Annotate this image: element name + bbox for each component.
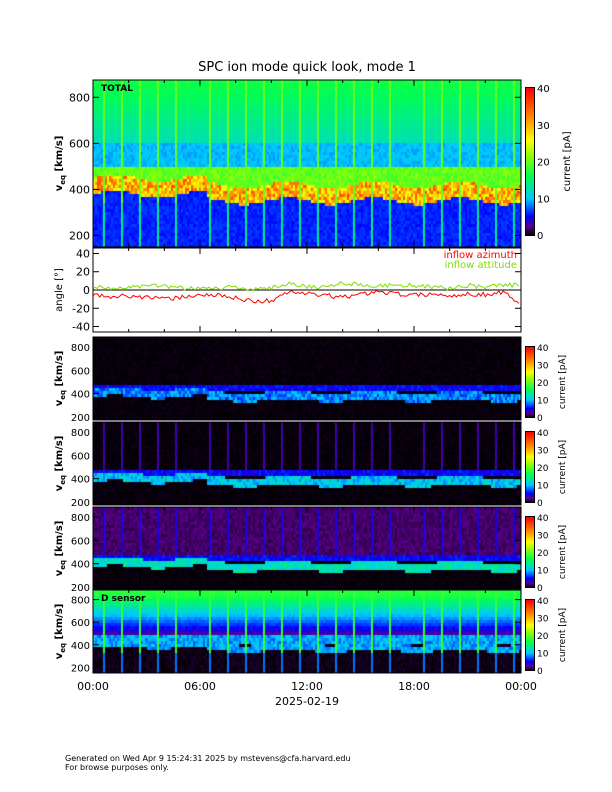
colorbar-2	[525, 346, 535, 418]
y-tick-label: 800	[71, 513, 90, 524]
colorbar-tick-label: 0	[537, 414, 543, 424]
y-tick-label: 40	[76, 247, 90, 260]
y-tick-label: 200	[71, 583, 90, 594]
panel-frame	[92, 589, 522, 674]
y-tick-label: 800	[71, 596, 90, 607]
x-tick-label: 18:00	[398, 680, 430, 693]
colorbar-tick-label: 0	[537, 667, 543, 677]
colorbar-tick-label: 30	[537, 362, 549, 372]
y-tick-label: 400	[71, 390, 90, 401]
panel-frame	[92, 79, 522, 248]
colorbar-tick-label: 40	[537, 344, 549, 354]
colorbar-tick-label: 0	[537, 231, 543, 242]
colorbar-tick-label: 20	[537, 379, 549, 389]
y-tick-label: 400	[71, 560, 90, 571]
y-tick-label: 400	[69, 183, 90, 196]
y-tick-label: 600	[71, 366, 90, 377]
y-tick-label: -20	[72, 302, 90, 315]
y-tick-label: 600	[71, 451, 90, 462]
y-tick-label: 600	[69, 137, 90, 150]
y-tick-label: 400	[71, 641, 90, 652]
spectrogram-2	[93, 337, 521, 420]
colorbar-tick-label: 20	[537, 464, 549, 474]
colorbar-tick-label: 10	[537, 397, 549, 407]
y-tick-label: 200	[71, 663, 90, 674]
y-tick-label: -40	[72, 321, 90, 334]
colorbar-tick-label: 40	[537, 84, 550, 95]
footer-note: For browse purposes only.	[65, 763, 169, 772]
spectrogram-5	[93, 590, 521, 673]
colorbar-tick-label: 10	[537, 650, 549, 660]
y-tick-label: 0	[83, 284, 90, 297]
y-tick-label: 400	[71, 475, 90, 486]
colorbar-tick-label: 20	[537, 158, 550, 169]
panel-label: D sensor	[101, 594, 146, 604]
colorbar-tick-label: 20	[537, 549, 549, 559]
colorbar-0	[525, 87, 535, 236]
colorbar-label: current [pA]	[558, 440, 568, 494]
x-tick-label: 00:00	[505, 680, 537, 693]
panel-label: TOTAL	[101, 84, 133, 94]
panel-frame	[92, 506, 522, 591]
colorbar-tick-label: 30	[537, 447, 549, 457]
colorbar-label: current [pA]	[558, 355, 568, 409]
colorbar-tick-label: 40	[537, 429, 549, 439]
y-tick-label: 200	[71, 413, 90, 424]
y-tick-label: 200	[71, 498, 90, 509]
y-tick-label: 800	[71, 343, 90, 354]
y-tick-label: 200	[69, 229, 90, 242]
y-axis-label: veq [km/s]	[54, 351, 67, 407]
colorbar-5	[525, 599, 535, 671]
chart-title: SPC ion mode quick look, mode 1	[198, 60, 416, 75]
x-axis-label: 2025-02-19	[275, 695, 339, 708]
x-tick-label: 12:00	[291, 680, 323, 693]
spectrogram-4	[93, 507, 521, 590]
spectrogram-3	[93, 422, 521, 505]
y-axis-label: veq [km/s]	[54, 521, 67, 577]
x-tick-label: 06:00	[184, 680, 216, 693]
colorbar-tick-label: 30	[537, 615, 549, 625]
series-line-inflow-azimuth	[92, 289, 520, 304]
y-axis-label: veq [km/s]	[54, 136, 67, 192]
colorbar-tick-label: 20	[537, 632, 549, 642]
y-axis-label: angle [°]	[54, 268, 65, 312]
colorbar-tick-label: 10	[537, 482, 549, 492]
colorbar-tick-label: 0	[537, 499, 543, 509]
y-tick-label: 600	[71, 536, 90, 547]
y-axis-label: veq [km/s]	[54, 604, 67, 660]
y-tick-label: 600	[71, 618, 90, 629]
colorbar-3	[525, 431, 535, 503]
colorbar-label: current [pA]	[558, 525, 568, 579]
colorbar-tick-label: 40	[537, 597, 549, 607]
panel-frame	[92, 336, 522, 421]
y-tick-label: 800	[71, 428, 90, 439]
y-tick-label: 20	[76, 266, 90, 279]
panel-frame	[92, 421, 522, 506]
legend-entry: inflow attitude	[445, 260, 517, 271]
colorbar-label: current [pA]	[558, 608, 568, 662]
legend-entry: inflow azimuth	[444, 250, 517, 261]
series-line-inflow-attitude	[92, 281, 520, 292]
colorbar-tick-label: 10	[537, 194, 550, 205]
colorbar-tick-label: 30	[537, 121, 550, 132]
colorbar-tick-label: 40	[537, 514, 549, 524]
x-tick-label: 00:00	[77, 680, 109, 693]
colorbar-4	[525, 516, 535, 588]
colorbar-tick-label: 0	[537, 584, 543, 594]
colorbar-tick-label: 30	[537, 532, 549, 542]
footer-generated: Generated on Wed Apr 9 15:24:31 2025 by …	[65, 754, 351, 763]
colorbar-tick-label: 10	[537, 567, 549, 577]
y-tick-label: 800	[69, 91, 90, 104]
spectrogram-0	[93, 80, 521, 247]
y-axis-label: veq [km/s]	[54, 436, 67, 492]
colorbar-label: current [pA]	[562, 131, 573, 191]
